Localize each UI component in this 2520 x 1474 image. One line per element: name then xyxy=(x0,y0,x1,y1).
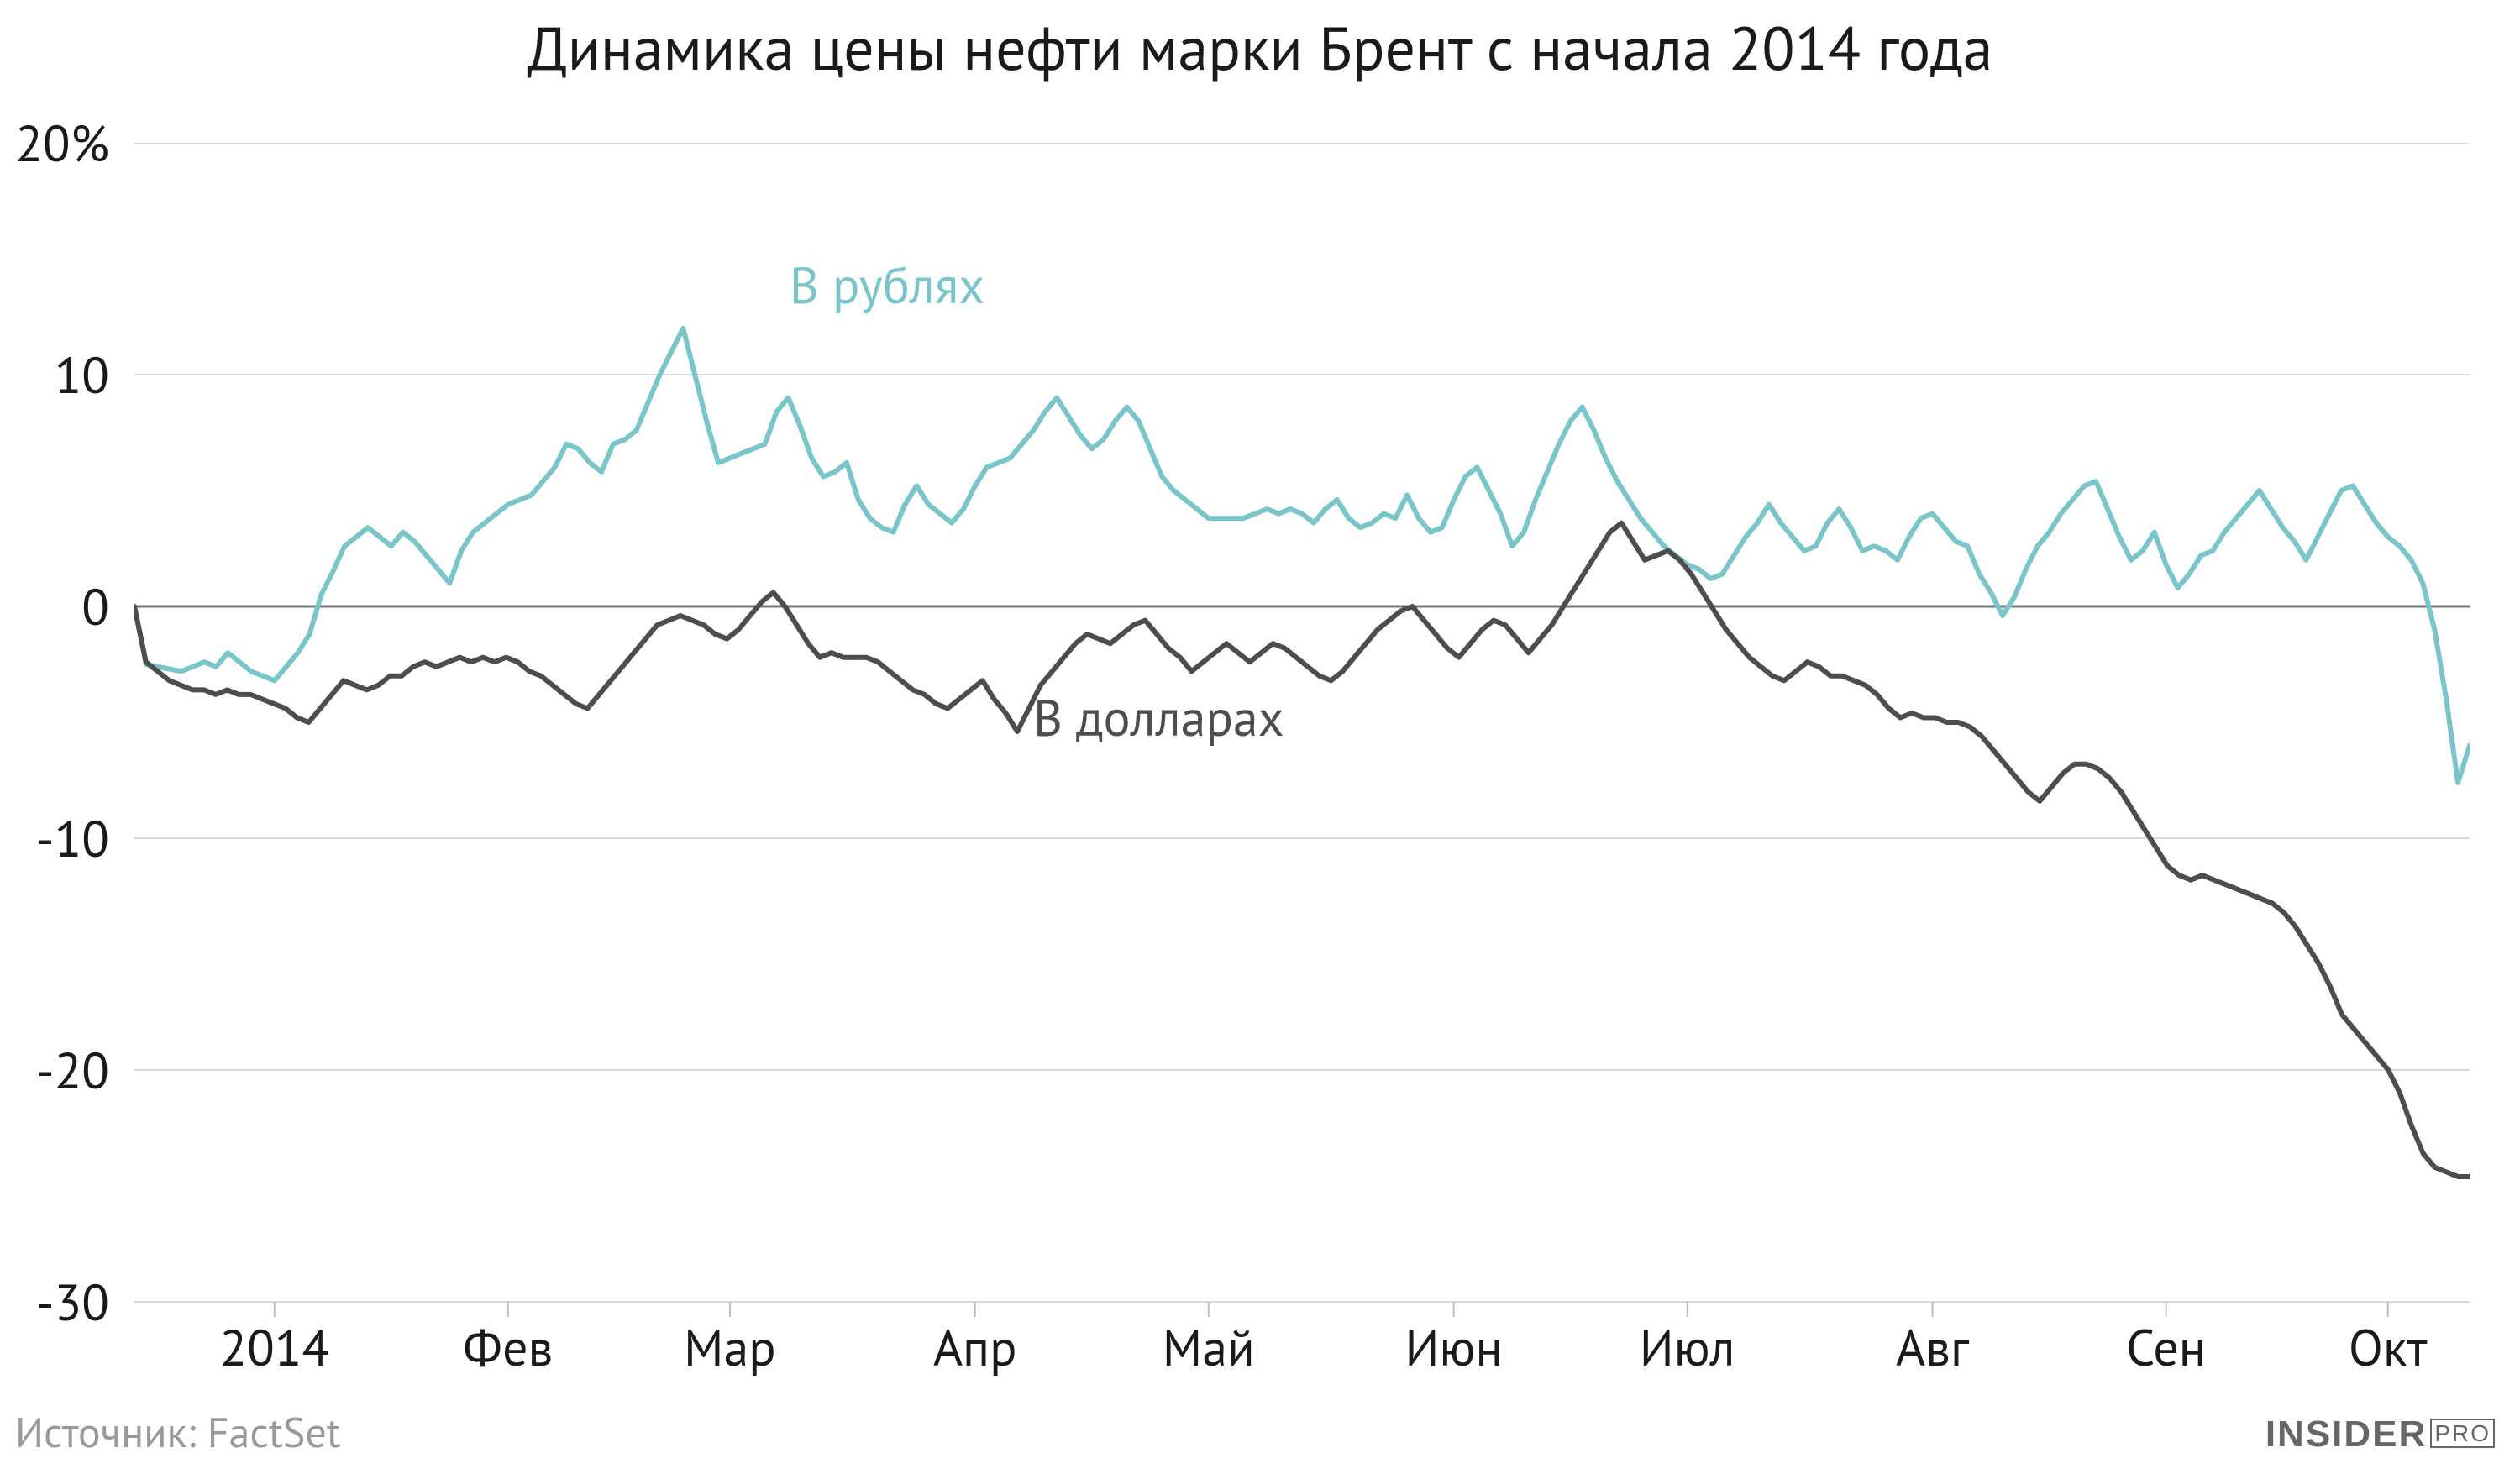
source-credit: Источник: FactSet xyxy=(15,1404,341,1459)
x-tick-label: Май xyxy=(1163,1314,1255,1380)
y-tick-label: 20% xyxy=(0,110,109,176)
x-tick-label: Июл xyxy=(1640,1314,1735,1380)
x-tick-label: Авг xyxy=(1896,1314,1969,1380)
y-tick-label: -10 xyxy=(0,805,109,871)
chart-container: { "chart": { "type": "line", "title": "Д… xyxy=(0,0,2520,1474)
series-label-usd: В долларах xyxy=(1033,685,1284,750)
y-tick-label: 10 xyxy=(0,342,109,407)
y-tick-label: 0 xyxy=(0,574,109,639)
series-line-usd xyxy=(134,523,2470,1177)
brand-sub: PRO xyxy=(2430,1419,2495,1448)
x-tick-label: Июн xyxy=(1404,1314,1502,1380)
plot-svg xyxy=(134,143,2470,1319)
x-tick-label: Апр xyxy=(933,1314,1017,1380)
y-tick-label: -30 xyxy=(0,1269,109,1335)
series-line-rub xyxy=(134,328,2470,783)
plot-area xyxy=(134,143,2470,1302)
x-tick-label: Сен xyxy=(2126,1314,2206,1380)
x-tick-label: Окт xyxy=(2349,1314,2428,1380)
brand-main: INSIDER xyxy=(2265,1414,2427,1455)
brand-logo: INSIDERPRO xyxy=(2265,1414,2495,1456)
y-tick-label: -20 xyxy=(0,1037,109,1103)
x-tick-label: 2014 xyxy=(219,1314,329,1380)
x-tick-label: Фев xyxy=(463,1314,553,1380)
series-label-rub: В рублях xyxy=(790,252,984,317)
chart-title: Динамика цены нефти марки Брент с начала… xyxy=(0,8,2520,87)
x-tick-label: Мар xyxy=(684,1314,776,1380)
